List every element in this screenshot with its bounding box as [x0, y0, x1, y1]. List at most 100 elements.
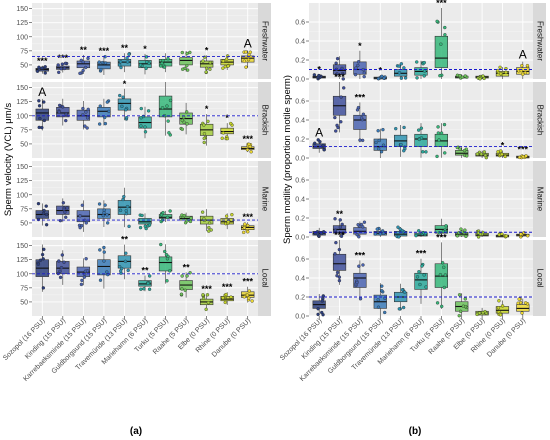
facet-strip-label: Local — [535, 268, 544, 287]
data-point — [202, 123, 206, 127]
data-point — [376, 305, 381, 309]
data-point — [244, 50, 248, 54]
box-4: * — [117, 79, 132, 121]
data-point — [126, 268, 130, 273]
data-point — [322, 230, 326, 234]
facet-strip-label: Marine — [535, 187, 544, 212]
data-point — [320, 299, 324, 303]
y-tick-label: 0.0 — [295, 235, 305, 242]
x-tick-label: Danube (0 PSU) — [486, 317, 527, 358]
data-point — [443, 151, 447, 155]
y-tick-label: 75 — [20, 285, 28, 292]
data-point — [42, 247, 46, 252]
box-3 — [373, 283, 387, 316]
data-point — [402, 149, 406, 153]
data-point — [248, 50, 252, 54]
data-point — [160, 61, 164, 66]
data-point — [159, 64, 163, 68]
y-tick-label: 100 — [16, 34, 28, 41]
data-point — [166, 57, 170, 61]
data-point — [399, 142, 403, 147]
data-point — [312, 73, 317, 77]
x-tick-label: Raahe (5 PSU) — [152, 317, 191, 356]
significance-label: *** — [334, 72, 345, 82]
data-point — [523, 70, 528, 75]
data-point — [378, 232, 383, 236]
y-tick-label: 125 — [16, 257, 28, 264]
box-4 — [394, 225, 408, 239]
box-3: * — [373, 65, 387, 81]
box-10: *** — [516, 144, 530, 160]
data-point — [443, 273, 448, 277]
box-6: *** — [434, 0, 448, 79]
data-point — [221, 66, 225, 70]
box-0 — [35, 201, 49, 227]
facet-freshwater: 0.0 0.2 0.4 0.6 *** *** A Freshwater — [295, 0, 546, 84]
data-point — [376, 77, 381, 81]
data-point — [123, 259, 128, 264]
significance-label: *** — [416, 249, 427, 259]
data-point — [464, 234, 468, 239]
facet-strip-label: Brackish — [260, 105, 269, 136]
data-point — [105, 221, 110, 225]
data-point — [355, 280, 359, 285]
data-point — [207, 229, 211, 233]
data-point — [121, 197, 125, 202]
data-point — [424, 150, 428, 154]
significance-label: * — [501, 141, 505, 151]
data-point — [422, 74, 426, 78]
box-1 — [56, 198, 70, 223]
data-point — [84, 221, 88, 225]
significance-label: *** — [355, 250, 366, 260]
data-point — [334, 241, 338, 245]
box-3: *** — [97, 46, 111, 75]
data-point — [435, 301, 440, 305]
box-7 — [179, 102, 193, 135]
box-9: *** — [220, 282, 234, 305]
data-point — [139, 106, 143, 111]
data-point — [105, 100, 109, 104]
data-point — [459, 227, 463, 231]
data-point — [397, 235, 401, 239]
data-point — [168, 209, 172, 213]
box-0 — [312, 293, 326, 317]
box-10: A — [241, 36, 255, 69]
data-point — [247, 289, 252, 293]
data-point — [436, 125, 440, 129]
y-tick-label: 0.2 — [295, 216, 305, 223]
reference-letter: A — [38, 85, 46, 99]
data-point — [374, 140, 378, 145]
significance-label: * — [205, 45, 209, 55]
data-point — [202, 136, 206, 141]
data-point — [457, 314, 461, 318]
y-tick-label: 100 — [16, 113, 28, 120]
box-0 — [312, 227, 326, 239]
significance-label: ** — [336, 209, 344, 219]
data-point — [139, 124, 143, 128]
data-point — [97, 202, 102, 206]
data-point — [38, 116, 42, 121]
data-point — [204, 70, 208, 74]
data-point — [358, 138, 362, 142]
data-point — [181, 67, 185, 71]
data-point — [56, 63, 60, 67]
significance-label: ** — [141, 265, 149, 275]
significance-label: *** — [355, 92, 366, 102]
data-point — [521, 72, 525, 76]
data-point — [64, 118, 68, 123]
data-point — [458, 309, 463, 314]
data-point — [99, 67, 103, 72]
data-point — [497, 299, 501, 303]
data-point — [315, 232, 320, 236]
box-7 — [455, 73, 469, 80]
data-point — [440, 261, 445, 265]
data-point — [180, 127, 184, 131]
box-8: *** — [199, 284, 214, 312]
data-point — [481, 74, 485, 78]
data-point — [43, 65, 47, 69]
data-point — [525, 63, 530, 68]
data-point — [97, 60, 101, 64]
